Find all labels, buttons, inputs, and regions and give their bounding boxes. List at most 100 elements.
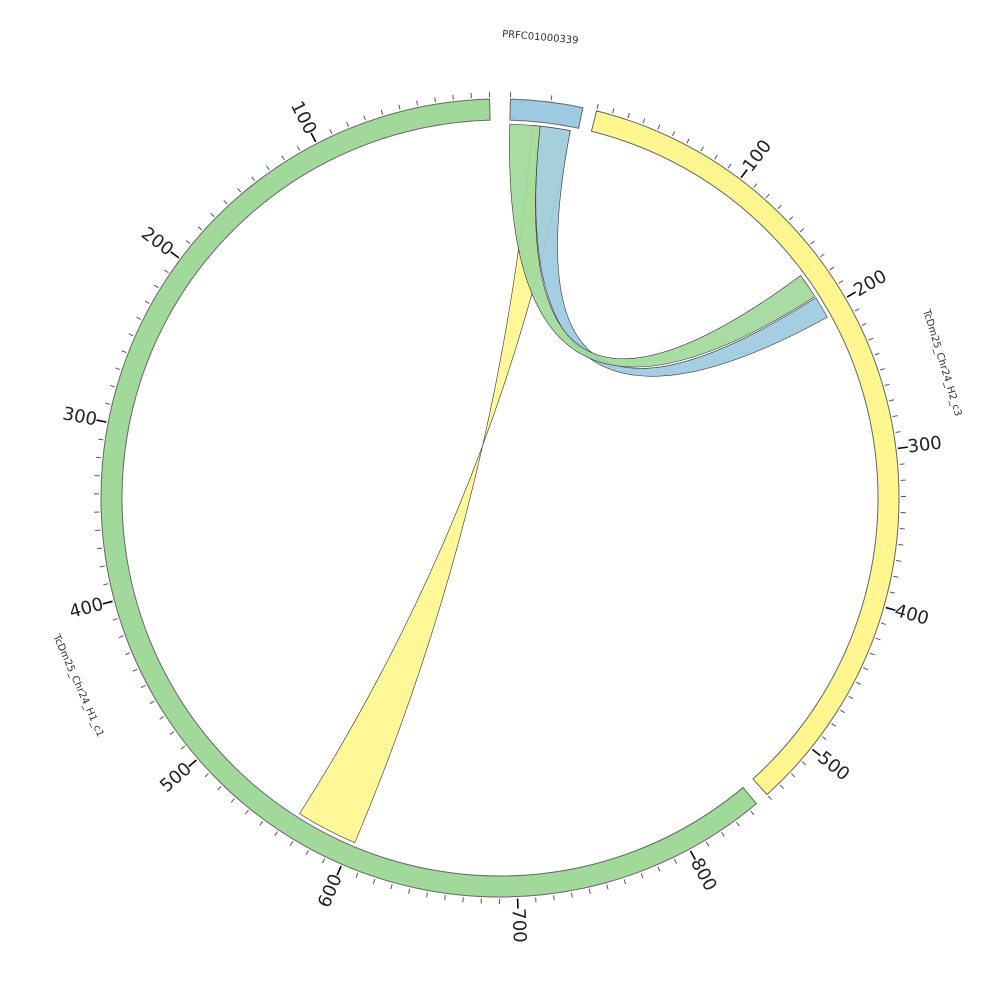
minor-tick (452, 94, 454, 100)
minor-tick (831, 723, 836, 727)
minor-tick (588, 888, 591, 894)
minor-tick (355, 872, 359, 878)
minor-tick (893, 575, 899, 578)
minor-tick (721, 831, 725, 837)
minor-tick (105, 402, 111, 405)
segment-label-tcdm25-chr24-h1-c1: TcDm25_Chr24_H1_c1 (50, 632, 106, 739)
major-tick (885, 606, 896, 612)
segment-tcdm25-chr24-h1-c1 (100, 98, 758, 898)
tick-label: 100 (286, 98, 320, 138)
minor-tick (642, 118, 646, 124)
minor-tick (408, 888, 411, 894)
minor-tick (606, 884, 609, 890)
minor-tick (623, 879, 627, 885)
tick-label: 400 (892, 600, 931, 630)
minor-tick (889, 591, 895, 594)
minor-tick (115, 367, 121, 371)
minor-tick (777, 204, 782, 210)
minor-tick (230, 798, 235, 803)
minor-tick (855, 681, 861, 685)
minor-tick (627, 113, 630, 119)
minor-tick (136, 316, 142, 320)
minor-tick (398, 104, 401, 110)
minor-tick (140, 684, 146, 689)
major-tick (188, 759, 197, 768)
major-tick (96, 419, 107, 423)
minor-tick (640, 873, 644, 879)
minor-tick (204, 773, 209, 778)
segment-tcdm25-chr24-h2-c3 (590, 110, 900, 796)
minor-tick (898, 544, 904, 546)
minor-tick (875, 637, 881, 641)
tick-label: 500 (814, 747, 854, 785)
minor-tick (874, 352, 880, 356)
minor-tick (390, 884, 393, 890)
minor-tick (163, 269, 169, 274)
segment-prfc01000339 (509, 98, 584, 129)
minor-tick (159, 716, 165, 720)
minor-tick (868, 337, 874, 341)
minor-tick (596, 103, 599, 110)
minor-tick (788, 216, 794, 221)
tick-label: 100 (739, 136, 776, 176)
minor-tick (673, 858, 678, 864)
minor-tick (125, 652, 131, 656)
minor-tick (372, 878, 376, 884)
minor-tick (553, 895, 555, 901)
minor-tick (98, 438, 104, 441)
minor-tick (657, 124, 661, 130)
minor-tick (346, 121, 350, 127)
minor-tick (700, 146, 704, 152)
minor-tick (714, 154, 718, 160)
minor-tick (750, 810, 755, 816)
minor-tick (169, 731, 175, 735)
minor-tick (217, 785, 222, 791)
tick-label: 800 (686, 855, 721, 895)
minor-tick (197, 226, 203, 231)
link-ribbon-2 (509, 123, 816, 368)
minor-tick (879, 368, 885, 371)
minor-tick (779, 784, 784, 789)
minor-tick (896, 559, 902, 562)
minor-tick (705, 841, 710, 847)
minor-tick (321, 858, 326, 864)
minor-tick (848, 695, 854, 700)
minor-tick (550, 95, 553, 101)
minor-tick (266, 165, 270, 171)
major-tick (336, 865, 342, 876)
tick-label: 200 (137, 223, 177, 260)
minor-tick (863, 667, 869, 671)
minor-tick (657, 866, 661, 872)
minor-tick (237, 187, 242, 193)
major-tick (897, 446, 908, 450)
minor-tick (149, 700, 155, 705)
minor-tick (296, 145, 301, 151)
minor-tick (97, 547, 103, 550)
minor-tick (363, 115, 366, 121)
minor-tick (380, 109, 384, 115)
major-tick (846, 291, 857, 298)
ticks-layer (94, 92, 908, 909)
major-tick (740, 169, 748, 179)
tick-label: 300 (906, 432, 943, 457)
minor-tick (103, 583, 109, 586)
minor-tick (128, 333, 134, 337)
minor-tick (880, 622, 886, 625)
minor-tick (223, 200, 228, 205)
minor-tick (281, 155, 285, 161)
minor-tick (95, 456, 102, 459)
minor-tick (305, 850, 309, 855)
minor-tick (570, 892, 573, 898)
minor-tick (244, 809, 249, 815)
major-tick (689, 850, 696, 861)
minor-tick (727, 163, 732, 169)
minor-tick (799, 228, 805, 233)
labels-layer: PRFC01000339 100 200 300 400 500 TcDm25_Chr24_… (50, 29, 963, 943)
minor-tick (892, 415, 898, 418)
minor-tick (790, 773, 796, 778)
minor-tick (838, 280, 844, 284)
minor-tick (259, 820, 264, 826)
tick-label: 300 (61, 403, 99, 430)
minor-tick (132, 668, 138, 672)
minor-tick (821, 736, 827, 741)
